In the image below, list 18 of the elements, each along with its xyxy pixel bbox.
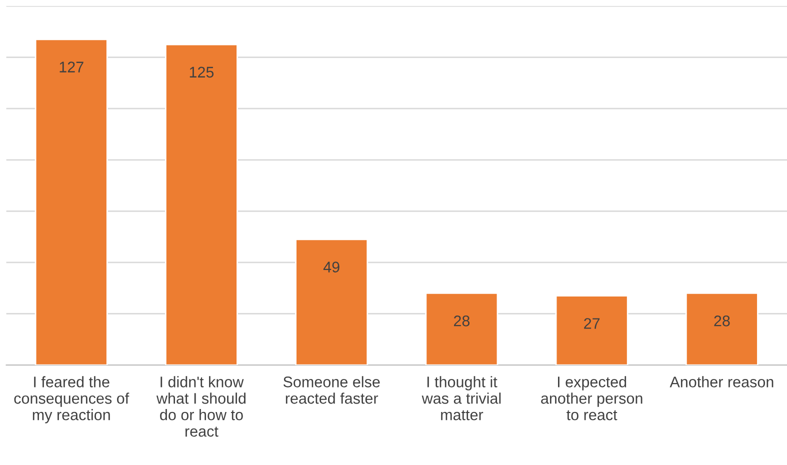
bar (164, 44, 238, 366)
x-tick-label: I feared the consequences of my reaction (14, 376, 130, 424)
bar (685, 292, 758, 366)
x-tick-label: I thought it was a trivial matter (422, 376, 501, 420)
bar (34, 38, 108, 366)
x-tick-label: Someone else reacted faster (283, 376, 380, 404)
x-tick-label: I expected another person to react (541, 376, 642, 420)
x-tick-label: Another reason (670, 376, 774, 388)
bar (555, 295, 628, 366)
bar (425, 292, 498, 366)
x-tick-label: I didn't know what I should do or how to react (156, 376, 246, 437)
data-label: 28 (454, 316, 470, 326)
data-label: 28 (714, 316, 730, 326)
data-label: 27 (584, 318, 600, 329)
bar (295, 238, 368, 366)
data-label: 127 (60, 62, 84, 72)
data-label: 49 (323, 262, 340, 272)
data-label: 125 (190, 66, 214, 78)
